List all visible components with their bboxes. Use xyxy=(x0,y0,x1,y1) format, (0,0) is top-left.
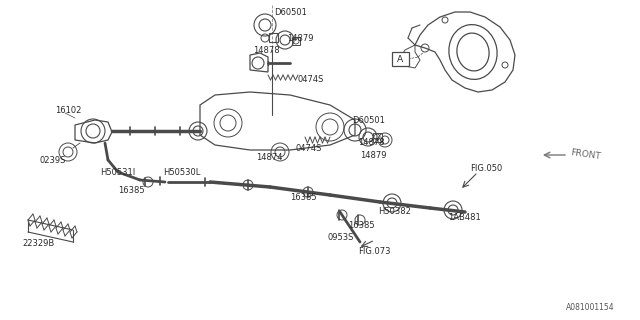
Text: A: A xyxy=(397,54,403,63)
Text: 14874: 14874 xyxy=(256,153,282,162)
Text: 14879: 14879 xyxy=(360,150,387,159)
Text: 0474S: 0474S xyxy=(298,75,324,84)
Text: 1AB481: 1AB481 xyxy=(448,212,481,221)
Text: D60501: D60501 xyxy=(274,7,307,17)
Text: 16385: 16385 xyxy=(118,186,145,195)
Text: FIG.050: FIG.050 xyxy=(470,164,502,172)
Text: 16385: 16385 xyxy=(348,220,374,229)
Text: 0953S: 0953S xyxy=(328,234,355,243)
Text: D60501: D60501 xyxy=(352,116,385,124)
Text: H50382: H50382 xyxy=(378,207,411,217)
Text: 14878: 14878 xyxy=(253,45,280,54)
Text: 16385: 16385 xyxy=(290,194,317,203)
Text: 0474S: 0474S xyxy=(295,143,321,153)
Text: 14878: 14878 xyxy=(358,138,385,147)
Text: 22329B: 22329B xyxy=(22,239,54,249)
FancyBboxPatch shape xyxy=(392,52,408,66)
Text: 14879: 14879 xyxy=(287,34,314,43)
Text: FIG.073: FIG.073 xyxy=(358,247,390,257)
Text: FRONT: FRONT xyxy=(570,148,602,162)
Text: 16102: 16102 xyxy=(55,106,81,115)
Text: H50531I: H50531I xyxy=(100,167,135,177)
Text: 0239S: 0239S xyxy=(40,156,67,164)
Text: H50530L: H50530L xyxy=(163,167,200,177)
Text: A081001154: A081001154 xyxy=(566,303,615,312)
